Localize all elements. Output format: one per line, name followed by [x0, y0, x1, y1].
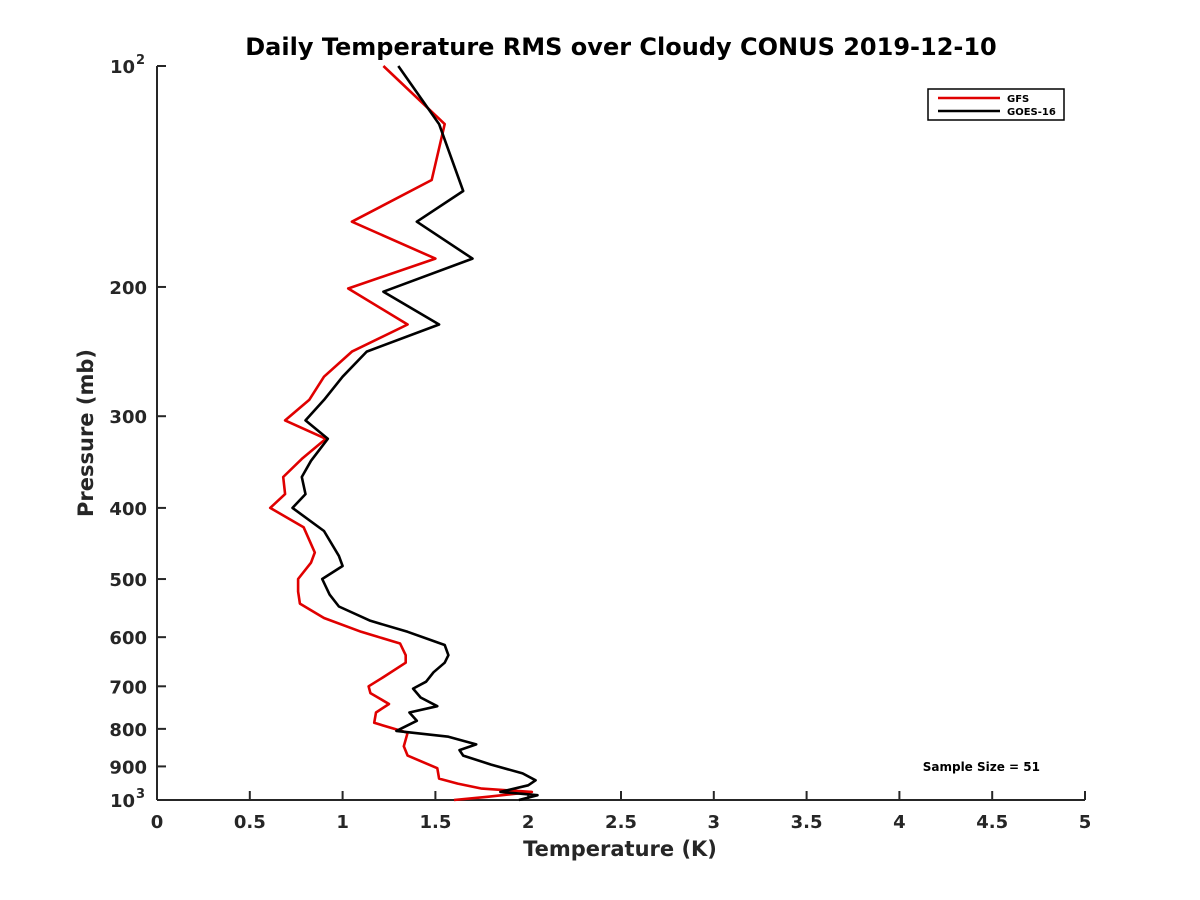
x-tick-label: 1: [336, 812, 349, 833]
sample-size-annotation: Sample Size = 51: [923, 760, 1040, 774]
x-tick-label: 2: [522, 812, 535, 833]
legend: GFS GOES-16: [927, 88, 1065, 121]
x-tick-label: 0: [151, 812, 164, 833]
y-tick-label: 10: [110, 57, 135, 78]
x-axis-label: Temperature (K): [523, 837, 717, 861]
y-tick-label: 400: [109, 499, 147, 520]
legend-label: GFS: [1007, 94, 1029, 105]
y-tick-label: 600: [109, 628, 147, 649]
y-tick-label: 800: [109, 720, 147, 741]
y-tick-exponent: 2: [136, 53, 145, 68]
y-tick-exponent: 3: [136, 787, 145, 802]
plot-area: [156, 66, 1085, 801]
x-tick-label: 5: [1079, 812, 1092, 833]
y-tick-label: 300: [109, 407, 147, 428]
x-axis: 0 0.5 1 1.5 2 2.5 3 3.5 4 4.5 5: [151, 791, 1092, 833]
x-tick-label: 3: [708, 812, 721, 833]
x-tick-label: 1.5: [419, 812, 451, 833]
y-tick-label: 200: [109, 278, 147, 299]
series-line-gfs: [268, 65, 534, 802]
x-tick-label: 0.5: [234, 812, 266, 833]
y-axis-label: Pressure (mb): [74, 349, 98, 517]
series-group: [268, 65, 539, 802]
x-tick-label: 2.5: [605, 812, 637, 833]
y-tick-label: 10: [110, 791, 135, 812]
x-tick-label: 3.5: [791, 812, 823, 833]
y-tick-label: 700: [109, 677, 147, 698]
chart-title: Daily Temperature RMS over Cloudy CONUS …: [245, 33, 997, 61]
series-line-goes-16: [291, 65, 539, 802]
legend-label: GOES-16: [1007, 107, 1056, 118]
y-tick-label: 500: [109, 570, 147, 591]
legend-box: [927, 88, 1065, 121]
x-tick-label: 4: [893, 812, 906, 833]
x-tick-label: 4.5: [976, 812, 1008, 833]
y-tick-label: 900: [109, 757, 147, 778]
